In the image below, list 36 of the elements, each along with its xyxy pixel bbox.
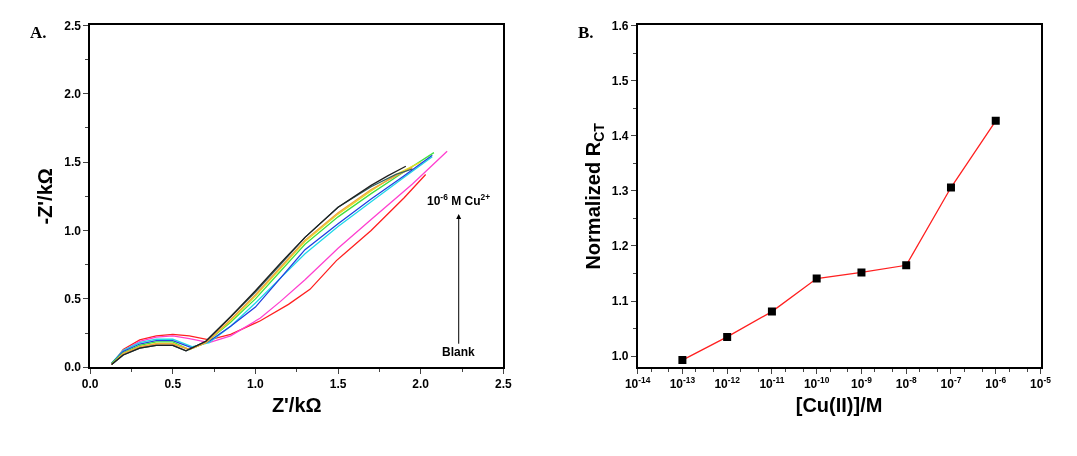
x-tick-label: 0.0 bbox=[81, 377, 99, 392]
annotation: 10$^{-6}$ M Cu$^{2+}$ bbox=[427, 192, 491, 209]
x-tick-label: 2.0 bbox=[412, 377, 430, 392]
x-tick-label: 2.5 bbox=[495, 377, 513, 392]
y-tick-label: 0.5 bbox=[64, 292, 82, 307]
x-tick-label: 10$^{-8}$ bbox=[895, 375, 917, 392]
x-tick-label: 10$^{-13}$ bbox=[669, 375, 696, 392]
x-axis-title: [Cu(II)]/M bbox=[795, 394, 883, 417]
y-tick-label: 1.4 bbox=[611, 128, 629, 143]
x-tick-label: 10$^{-10}$ bbox=[803, 375, 830, 392]
x-tick-label: 1.5 bbox=[329, 377, 347, 392]
y-tick-label: 1.3 bbox=[611, 184, 629, 199]
x-tick-label: 10$^{-7}$ bbox=[940, 375, 962, 392]
y-tick-label: 1.2 bbox=[611, 239, 629, 254]
y-tick-label: 1.5 bbox=[64, 155, 82, 170]
y-tick-label: 1.0 bbox=[64, 223, 82, 238]
y-tick-label: 1.5 bbox=[611, 73, 629, 88]
y-tick-label: 2.0 bbox=[64, 87, 82, 101]
chart-title: B. bbox=[578, 23, 594, 42]
y-tick-label: 2.5 bbox=[64, 18, 82, 33]
y-tick-label: 1.0 bbox=[611, 349, 629, 364]
chart-title: A. bbox=[30, 23, 47, 42]
x-tick-label: 10$^{-5}$ bbox=[1030, 375, 1052, 392]
y-tick-label: 1.1 bbox=[611, 294, 629, 309]
x-tick-label: 10$^{-11}$ bbox=[759, 375, 785, 392]
x-axis-title: Z'/kΩ bbox=[271, 394, 322, 417]
y-tick-label: 0.0 bbox=[64, 360, 82, 375]
x-tick-label: 10$^{-9}$ bbox=[851, 375, 873, 392]
y-axis-title: -Z'/kΩ bbox=[34, 168, 57, 225]
x-tick-label: 10$^{-12}$ bbox=[714, 375, 741, 392]
y-tick-label: 1.6 bbox=[611, 18, 629, 33]
annotation: Blank bbox=[442, 345, 475, 359]
x-tick-label: 0.5 bbox=[164, 377, 182, 392]
x-tick-label: 10$^{-14}$ bbox=[624, 375, 651, 392]
x-tick-label: 1.0 bbox=[247, 377, 265, 392]
x-tick-label: 10$^{-6}$ bbox=[985, 375, 1007, 392]
